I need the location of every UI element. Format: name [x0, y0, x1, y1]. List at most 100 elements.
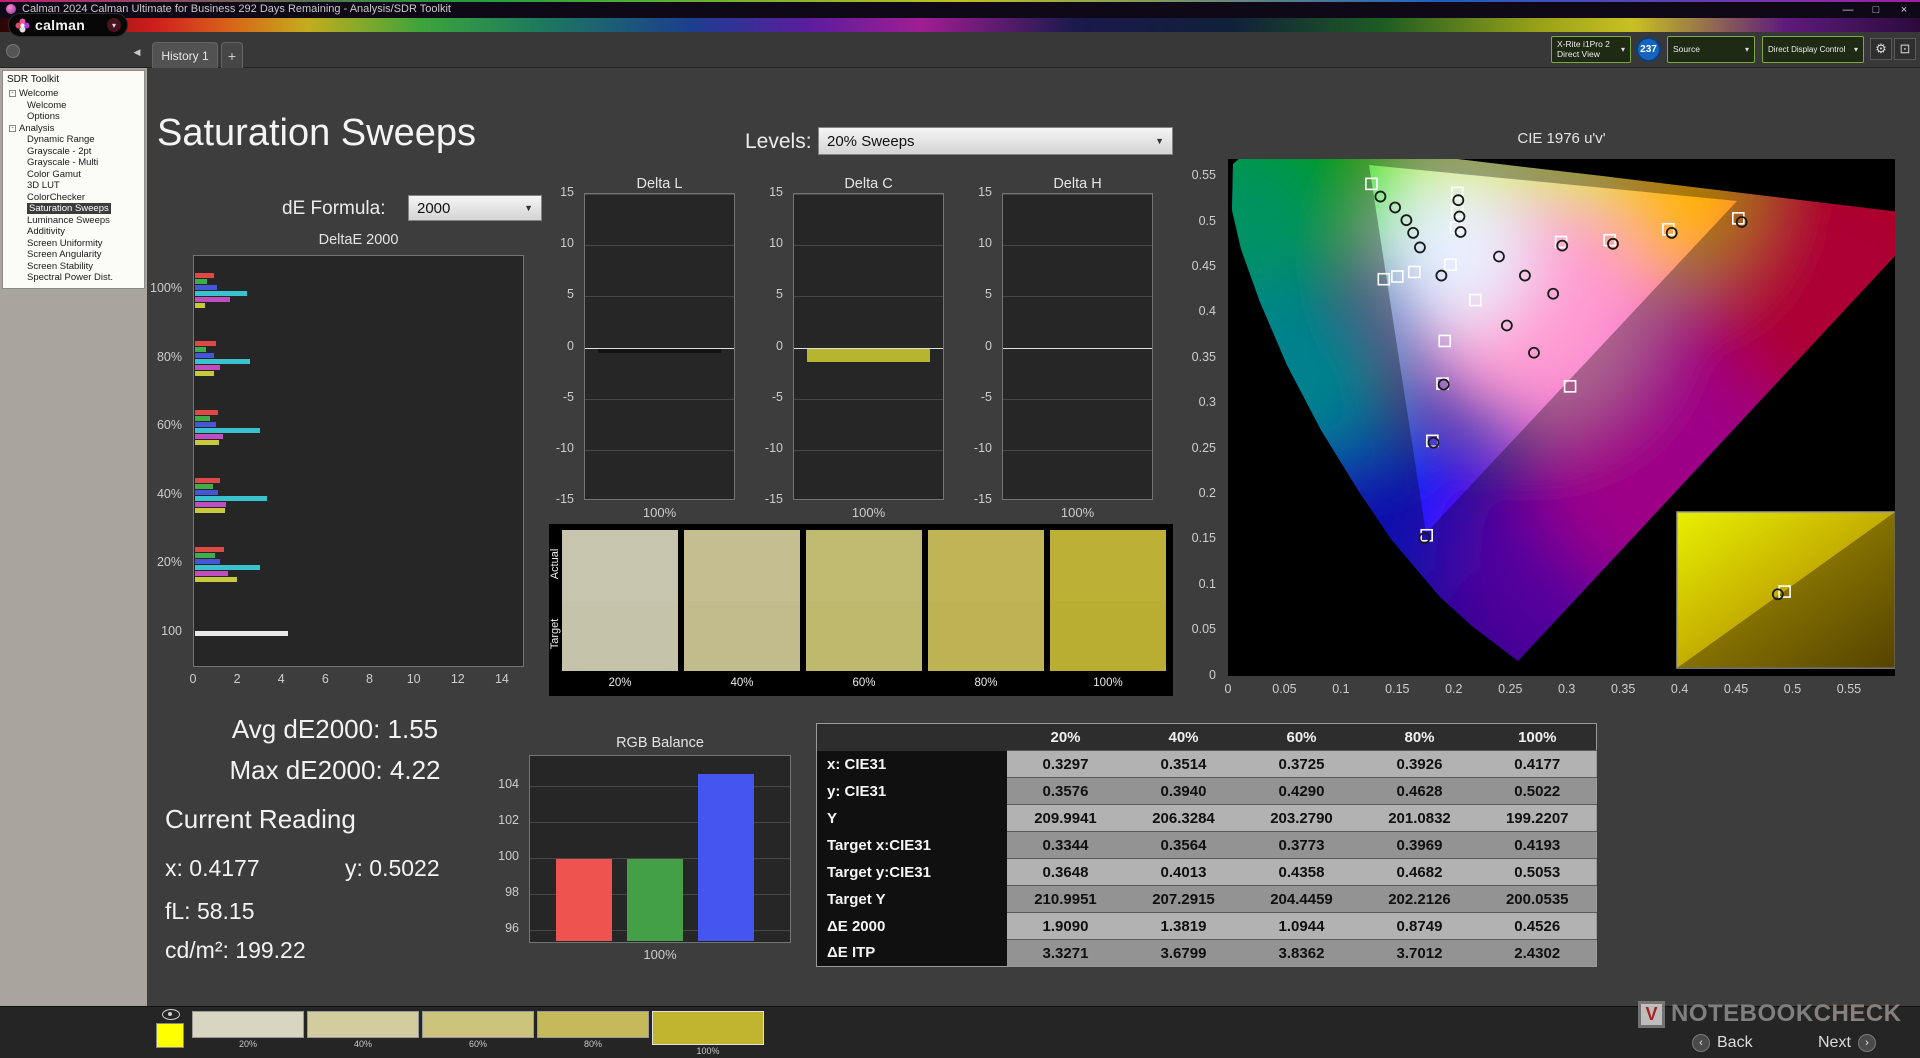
gridline	[1003, 449, 1152, 451]
table-cell: 2.4302	[1478, 939, 1597, 967]
table-cell: 3.3271	[1006, 939, 1125, 967]
patch-color	[652, 1011, 764, 1045]
cie-y-tick: 0.15	[1191, 531, 1216, 546]
sidebar-item-spectral-power-dist-[interactable]: Spectral Power Dist.	[27, 272, 114, 284]
y-tick: 5	[567, 287, 574, 302]
rgb-bar-blue	[698, 773, 754, 941]
current-reading-title: Current Reading	[165, 804, 356, 834]
calman-logo-text: calman	[35, 17, 86, 33]
sidebar-item-luminance-sweeps[interactable]: Luminance Sweeps	[27, 214, 110, 226]
patch-color	[422, 1011, 534, 1038]
patch-swatch-80%[interactable]: 80%	[537, 1011, 649, 1049]
sidebar-item-colorchecker[interactable]: ColorChecker	[27, 191, 86, 203]
cie-measured-point	[1547, 287, 1560, 300]
sidebar-item-screen-uniformity[interactable]: Screen Uniformity	[27, 237, 103, 249]
tab-history-1[interactable]: History 1	[152, 42, 218, 68]
results-table: 20% 40% 60% 80% 100% x: CIE31 0.3297 0.3514 0.3…	[816, 723, 1597, 967]
sidebar-item-analysis[interactable]: - Analysis	[5, 123, 144, 135]
table-cell: 202.2126	[1360, 885, 1479, 913]
patch-swatch-60%[interactable]: 60%	[422, 1011, 534, 1049]
settings-gear-button[interactable]: ⚙	[1870, 38, 1892, 60]
deltae-bar-80%-cyan	[195, 359, 251, 365]
sidebar-item-screen-stability[interactable]: Screen Stability	[27, 260, 94, 272]
maximize-button[interactable]: □	[1872, 3, 1880, 16]
next-button[interactable]: Next ›	[1818, 1034, 1876, 1052]
patch-label: 80%	[583, 1039, 602, 1049]
sidebar-item-3d-lut[interactable]: 3D LUT	[27, 180, 60, 192]
table-row-label: y: CIE31	[816, 777, 1007, 805]
sidebar-item-options[interactable]: Options	[27, 111, 60, 123]
gridline	[1003, 398, 1152, 400]
table-cell: 1.9090	[1006, 912, 1125, 940]
swatch-label: 60%	[852, 677, 876, 689]
de-formula-dropdown[interactable]: 2000 ▼	[408, 195, 542, 221]
sidebar-item-welcome[interactable]: - Welcome	[5, 88, 144, 100]
cie-target-point	[1563, 380, 1577, 393]
sidebar-item-welcome[interactable]: Welcome	[27, 99, 67, 111]
table-cell: 0.3514	[1124, 750, 1243, 778]
delta-l-title: Delta L	[636, 176, 683, 192]
sidebar-item-dynamic-range[interactable]: Dynamic Range	[27, 134, 95, 146]
y-tick: 10	[769, 236, 783, 251]
sidebar-item-screen-angularity[interactable]: Screen Angularity	[27, 249, 102, 261]
display-control-label: Direct Display Control	[1768, 44, 1846, 54]
close-button[interactable]: ×	[1900, 3, 1908, 16]
deltae-bar-100%-blue	[195, 284, 218, 290]
sidebar-collapse-icon[interactable]: ◀	[133, 46, 141, 57]
sidebar-item-grayscale-2pt[interactable]: Grayscale - 2pt	[27, 145, 92, 157]
patch-swatch-100%[interactable]: 100%	[652, 1011, 764, 1056]
table-row: Y 209.9941 206.3284 203.2790 201.0832 199.220…	[816, 804, 1597, 832]
calman-logo-button[interactable]: calman ▾	[8, 13, 128, 37]
deltae-x-axis: 0 2 4 6 8 10 12 14	[190, 672, 524, 688]
table-row-label: x: CIE31	[816, 750, 1007, 778]
cie-measured-point	[1414, 241, 1426, 254]
cie-measured-point	[1665, 226, 1678, 239]
cie-measured-point	[1528, 346, 1540, 359]
source-label: Source	[1673, 43, 1700, 54]
table-cell: 0.4526	[1478, 912, 1597, 940]
deltae-group-label: 100%	[150, 281, 182, 295]
deltae-chart	[193, 255, 524, 667]
sidebar-item-grayscale-multi[interactable]: Grayscale - Multi	[27, 157, 99, 169]
display-control-dropdown[interactable]: Direct Display Control ▾	[1762, 36, 1864, 63]
rgb-bar-red	[556, 858, 612, 941]
app-icon	[6, 4, 16, 14]
source-dropdown[interactable]: Source ▾	[1667, 36, 1755, 63]
patch-swatch-20%[interactable]: 20%	[192, 1011, 304, 1049]
eye-preview-icon[interactable]	[162, 1009, 180, 1020]
cie-target-point	[1468, 293, 1482, 307]
cie-y-tick: 0.55	[1191, 168, 1216, 183]
sidebar-item-color-gamut[interactable]: Color Gamut	[27, 168, 81, 180]
levels-dropdown[interactable]: 20% Sweeps ▼	[818, 127, 1173, 155]
target-label: Target	[549, 618, 561, 650]
actual-label: Actual	[549, 548, 561, 580]
title-bar: Calman 2024 Calman Ultimate for Business…	[0, 0, 1920, 18]
meter-select-dropdown[interactable]: X-Rite i1Pro 2 Direct View ▾	[1551, 36, 1631, 63]
y-tick: 102	[498, 813, 519, 828]
cie-y-tick: 0.1	[1198, 576, 1216, 591]
patch-sequence-row: 20% 40% 60% 80% 100%	[192, 1011, 764, 1056]
pattern-window-button[interactable]: ⊡	[1894, 38, 1916, 60]
tree-collapse-icon[interactable]: -	[9, 90, 16, 98]
back-button[interactable]: ‹ Back	[1692, 1034, 1753, 1052]
deltae-x-tick: 14	[494, 672, 509, 686]
cie-x-tick: 0.15	[1385, 682, 1410, 696]
sidebar-options-button[interactable]	[6, 44, 20, 58]
active-patch-swatch[interactable]	[156, 1023, 184, 1048]
patch-swatch-40%[interactable]: 40%	[307, 1011, 419, 1049]
sidebar-item-saturation-sweeps[interactable]: Saturation Sweeps	[27, 203, 111, 215]
y-tick: 104	[498, 777, 519, 792]
cie-target-point	[1603, 233, 1616, 247]
minimize-button[interactable]: —	[1842, 3, 1854, 16]
deltae-bar-80%-red	[195, 341, 216, 347]
deltae-x-tick: 8	[366, 672, 373, 686]
add-tab-button[interactable]: +	[221, 42, 243, 68]
table-cell: 0.5022	[1478, 777, 1597, 805]
deltae-bar-40%-green	[195, 484, 213, 490]
de-formula-label: dE Formula:	[282, 198, 386, 219]
sidebar-item-additivity[interactable]: Additivity	[27, 226, 66, 238]
y-tick: -5	[771, 389, 783, 404]
y-tick: -10	[973, 440, 992, 455]
tree-collapse-icon[interactable]: -	[9, 124, 16, 132]
